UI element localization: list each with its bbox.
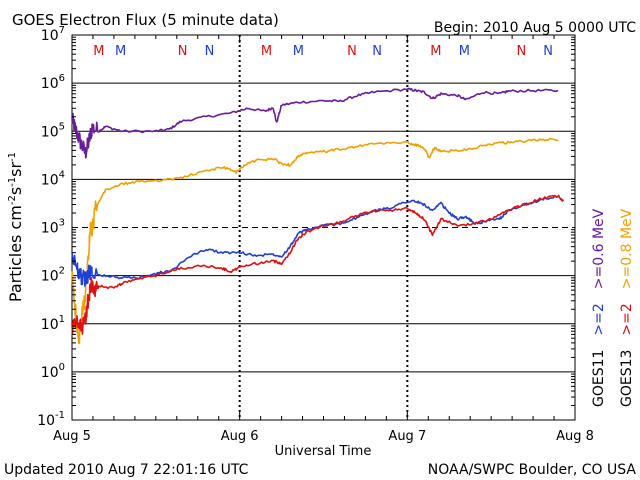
y-tick-label: 104: [41, 169, 65, 188]
x-tick-label: Aug 5: [53, 429, 91, 444]
x-tick-label: Aug 7: [388, 429, 426, 444]
y-tick-label: 106: [41, 73, 65, 92]
event-marker: M: [430, 44, 441, 59]
legend-col-goes13: GOES13>=2>=0.8 MeV: [619, 208, 635, 407]
event-marker: N: [178, 44, 188, 59]
event-marker: M: [115, 44, 126, 59]
chart-title: GOES Electron Flux (5 minute data): [12, 11, 279, 29]
begin-time: Begin: 2010 Aug 5 0000 UTC: [434, 20, 636, 36]
y-axis-ticks: 107 106 105 104 103 102 101 100 10-1: [37, 25, 575, 429]
updated-timestamp: Updated 2010 Aug 7 22:01:16 UTC: [4, 462, 249, 478]
series-line-goes11-0.6: [71, 87, 559, 159]
series-line-goes11-2: [71, 194, 559, 287]
x-tick-label: Aug 8: [556, 429, 594, 444]
y-tick-label: 105: [41, 121, 65, 140]
x-axis-label: Universal Time: [275, 444, 372, 459]
x-tick-label: Aug 6: [221, 429, 259, 444]
event-marker: M: [459, 44, 470, 59]
y-axis-label: Particles cm-2s-1sr-1: [6, 152, 25, 302]
event-marker: M: [93, 44, 104, 59]
event-marker: N: [205, 44, 215, 59]
y-tick-label: 103: [41, 218, 65, 237]
event-marker: N: [372, 44, 382, 59]
series-lines: [71, 87, 565, 345]
event-marker: M: [261, 44, 272, 59]
x-axis-ticks: Aug 5 Aug 6 Aug 7 Aug 8: [53, 35, 594, 444]
gridlines: [72, 82, 575, 373]
y-tick-label: 101: [41, 314, 65, 333]
y-tick-label: 107: [41, 25, 65, 44]
source-credit: NOAA/SWPC Boulder, CO USA: [428, 462, 637, 478]
y-tick-label: 10-1: [37, 410, 65, 429]
y-tick-label: 102: [41, 266, 65, 285]
series-line-goes13-2: [71, 194, 565, 335]
event-marker: N: [516, 44, 526, 59]
event-marker: M: [293, 44, 304, 59]
event-marker: N: [347, 44, 357, 59]
day-separators: [238, 35, 409, 420]
series-line-goes13-0.8: [71, 137, 559, 345]
legend-col-goes11: GOES11>=2>=0.6 MeV: [591, 208, 607, 407]
y-tick-label: 100: [41, 362, 65, 381]
legend: GOES11>=2>=0.6 MeV GOES13>=2>=0.8 MeV: [591, 208, 635, 407]
event-marker: N: [543, 44, 553, 59]
